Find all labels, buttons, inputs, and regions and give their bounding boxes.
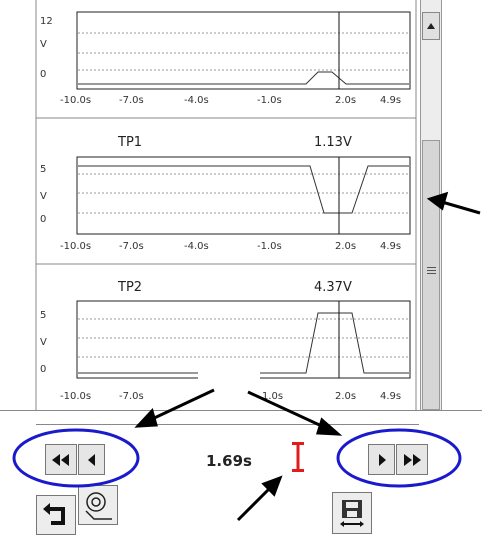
vertical-scrollbar[interactable] <box>420 0 442 410</box>
graph-2-xtick: 4.9s <box>380 241 401 252</box>
scope-settings-button[interactable] <box>78 485 118 525</box>
graph-3-title: TP2 <box>117 280 142 295</box>
graph-1-xtick: -10.0s <box>60 95 91 106</box>
graph-3-xtick: 2.0s <box>335 391 356 402</box>
skip-to-end-icon <box>404 453 421 466</box>
graph-2-xtick: -1.0s <box>257 241 282 252</box>
return-arrow-icon <box>43 503 65 525</box>
graph-area: 12 V 0 -10.0s -7.0s -4.0s -1.0s 2.0s 4.9… <box>35 0 417 410</box>
highlight-ring-left <box>12 428 140 488</box>
graph-2-y-unit: V <box>40 191 47 202</box>
step-back-icon <box>87 453 95 466</box>
cursor-time-readout: 1.69s <box>206 452 252 470</box>
scope-settings-icon <box>85 492 112 520</box>
graph-1-y-max: 12 <box>40 16 53 27</box>
graph-1-xtick: -4.0s <box>184 95 209 106</box>
step-forward-button[interactable] <box>368 444 395 475</box>
highlight-ring-right <box>336 428 462 488</box>
i-beam-cursor-icon <box>292 442 304 472</box>
skip-to-start-icon <box>52 453 69 466</box>
graph-3-xtick: -7.0s <box>119 391 144 402</box>
graph-2-plot[interactable] <box>76 156 411 235</box>
save-button[interactable] <box>332 492 372 534</box>
occlusion-box-bottom <box>190 503 238 543</box>
skip-to-end-button[interactable] <box>396 444 428 475</box>
graph-2-trace <box>78 165 409 214</box>
graph-3-reading: 4.37V <box>314 280 352 295</box>
graph-2-y-min: 0 <box>40 214 46 225</box>
cursor-marker[interactable] <box>290 438 306 476</box>
graph-3-xtick: 1.0s <box>262 391 283 402</box>
graph-1-xtick: -1.0s <box>257 95 282 106</box>
step-forward-icon <box>378 453 386 466</box>
graph-3-y-max: 5 <box>40 310 46 321</box>
graph-3-xtick: -10.0s <box>60 391 91 402</box>
graph-3-xtick: 4.9s <box>380 391 401 402</box>
graph-panel-2: TP1 1.13V 5 V 0 -10.0s -7.0s -4.0s -1.0s… <box>40 135 411 252</box>
scroll-thumb[interactable] <box>422 140 440 410</box>
graph-1-trace <box>78 71 409 85</box>
graph-panel-1: 12 V 0 -10.0s -7.0s -4.0s -1.0s 2.0s 4.9… <box>40 11 411 106</box>
graph-2-y-max: 5 <box>40 164 46 175</box>
graph-2-xtick: 2.0s <box>335 241 356 252</box>
graph-3-y-min: 0 <box>40 364 46 375</box>
graph-1-xtick: 2.0s <box>335 95 356 106</box>
graph-1-plot[interactable] <box>76 11 411 90</box>
triangle-up-icon <box>427 23 435 29</box>
annotation-arrows <box>134 191 481 522</box>
graph-3-y-unit: V <box>40 337 47 348</box>
save-disk-icon <box>340 500 364 527</box>
scroll-up-button[interactable] <box>422 12 440 40</box>
graph-2-xtick: -10.0s <box>60 241 91 252</box>
back-button[interactable] <box>36 495 76 535</box>
occlusion-box <box>198 360 260 410</box>
graph-2-xtick: -7.0s <box>119 241 144 252</box>
graph-3-trace <box>78 312 409 374</box>
graph-2-title: TP1 <box>117 135 142 150</box>
graph-1-xtick: 4.9s <box>380 95 401 106</box>
graph-2-xtick: -4.0s <box>184 241 209 252</box>
graph-1-y-min: 0 <box>40 69 46 80</box>
graph-1-y-unit: V <box>40 39 47 50</box>
graph-1-xtick: -7.0s <box>119 95 144 106</box>
graph-2-reading: 1.13V <box>314 135 352 150</box>
skip-to-start-button[interactable] <box>45 444 77 475</box>
step-back-button[interactable] <box>78 444 105 475</box>
